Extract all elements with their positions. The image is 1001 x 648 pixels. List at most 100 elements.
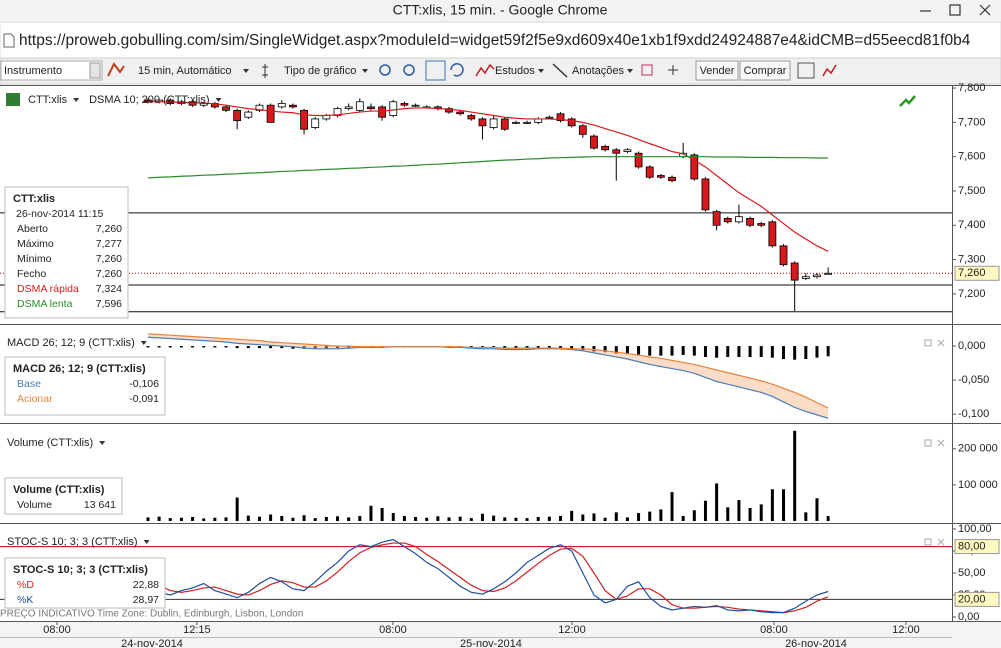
interval-menu[interactable]: 15 min, Automático — [138, 65, 232, 77]
info-value: 7,260 — [96, 253, 122, 265]
info-label: Mínimo — [17, 253, 52, 265]
candle-body — [222, 106, 230, 111]
panel-button[interactable] — [924, 538, 932, 546]
dropdown-arrow — [215, 98, 222, 102]
buy-label[interactable]: Comprar — [744, 65, 787, 77]
histogram-bar — [547, 346, 551, 349]
candle-body — [367, 106, 375, 110]
histogram-bar — [648, 346, 652, 356]
legend-entry: %D — [17, 579, 34, 591]
candle-body — [656, 175, 665, 178]
address-bar[interactable] — [0, 21, 1001, 59]
candle-body — [556, 113, 565, 122]
candle-body — [289, 104, 297, 108]
histogram-bar — [280, 346, 284, 349]
footer-note: PREÇO INDICATIVO — [0, 609, 95, 620]
series-line — [147, 156, 829, 179]
info-title: Volume (CTT:xlis) — [13, 484, 105, 496]
dropdown-arrow — [140, 341, 147, 345]
histogram-bar — [692, 346, 696, 356]
volume-bar — [514, 517, 518, 521]
sell-button[interactable] — [695, 60, 739, 81]
volume-bar — [391, 513, 395, 521]
print-icon[interactable] — [797, 62, 815, 79]
panel-close — [937, 339, 945, 347]
volume-bar — [414, 517, 418, 521]
legend-entry: DSMA rápida — [17, 283, 79, 295]
volume-bar — [425, 517, 429, 521]
studies-icon[interactable] — [475, 63, 495, 77]
volume-bar — [202, 518, 206, 521]
instrument-button[interactable] — [89, 62, 101, 79]
volume-bar — [826, 516, 830, 521]
eraser-icon[interactable] — [641, 64, 653, 76]
candle-body — [768, 221, 777, 247]
instrument-input[interactable] — [0, 60, 103, 81]
volume-bar — [536, 517, 540, 521]
candle-body — [344, 106, 353, 110]
volume-bar — [581, 514, 585, 521]
buy-button[interactable] — [739, 60, 791, 81]
y-tick-label: -0,100 — [958, 408, 989, 420]
legend-entry: Base — [17, 378, 41, 390]
volume-bar — [692, 510, 696, 521]
chart-icon[interactable] — [822, 64, 837, 77]
candle-body — [500, 118, 509, 130]
info-box — [4, 477, 123, 515]
candle-body — [813, 274, 821, 278]
histogram-bar — [291, 346, 295, 349]
volume-bar — [703, 500, 707, 521]
volume-bar — [480, 513, 484, 521]
histogram-bar — [759, 346, 763, 357]
studies-menu[interactable]: Estudos — [495, 65, 535, 77]
volume-bar — [458, 516, 462, 521]
url[interactable]: https://proweb.gobulling.com/sim/SingleW… — [19, 32, 971, 49]
chart-type-icon[interactable] — [262, 64, 268, 78]
dropdown-arrow — [99, 441, 106, 445]
cross-icon[interactable] — [668, 65, 678, 75]
volume-bar — [737, 500, 741, 521]
histogram-bar — [257, 346, 261, 349]
histogram-bar — [614, 346, 618, 354]
histogram-bar — [302, 346, 306, 349]
volume-bar — [603, 517, 607, 521]
panel — [0, 98, 952, 313]
icon[interactable] — [107, 62, 125, 77]
volume-bar — [447, 517, 451, 521]
series-line — [147, 336, 829, 419]
volume-bar — [168, 518, 172, 521]
histogram-bar — [336, 346, 340, 349]
histogram-bar — [469, 346, 473, 348]
x-tick-label: 12:00 — [892, 624, 920, 636]
date-label: 26-nov-2014 — [785, 638, 847, 648]
panel-button[interactable] — [924, 339, 932, 347]
annotations-menu[interactable]: Anotações — [572, 65, 624, 77]
histogram-bar — [703, 346, 707, 357]
zoom-icons[interactable] — [379, 60, 464, 81]
volume-bar — [547, 516, 551, 521]
x-axis-area — [0, 622, 1001, 648]
panel-button[interactable] — [924, 439, 932, 447]
legend-value: -0,106 — [129, 378, 159, 390]
panel-title: CTT:xlis — [28, 94, 68, 106]
histogram-bar — [826, 346, 830, 357]
candle-body — [590, 135, 598, 149]
series-line — [147, 333, 829, 409]
y-tick-label: 7,800 — [958, 82, 986, 94]
volume-bar — [525, 518, 529, 521]
info-date: 26-nov-2014 11:15 — [16, 208, 104, 220]
volume-bar — [469, 518, 473, 521]
volume-bar — [179, 517, 183, 521]
sell-label[interactable]: Vender — [700, 65, 735, 77]
histogram-bar — [347, 346, 351, 349]
date-label: 25-nov-2014 — [460, 638, 522, 648]
candle-body — [701, 178, 710, 211]
y-tick-label: 100 000 — [958, 479, 998, 491]
legend-entry: DSMA lenta — [17, 298, 73, 310]
window-controls[interactable] — [920, 4, 991, 16]
candle-body — [456, 111, 465, 115]
volume-bar — [246, 515, 250, 521]
chart-type-menu[interactable]: Tipo de gráfico — [284, 65, 356, 77]
annotations-icon[interactable] — [552, 63, 568, 78]
info-label: Fecho — [17, 268, 46, 280]
